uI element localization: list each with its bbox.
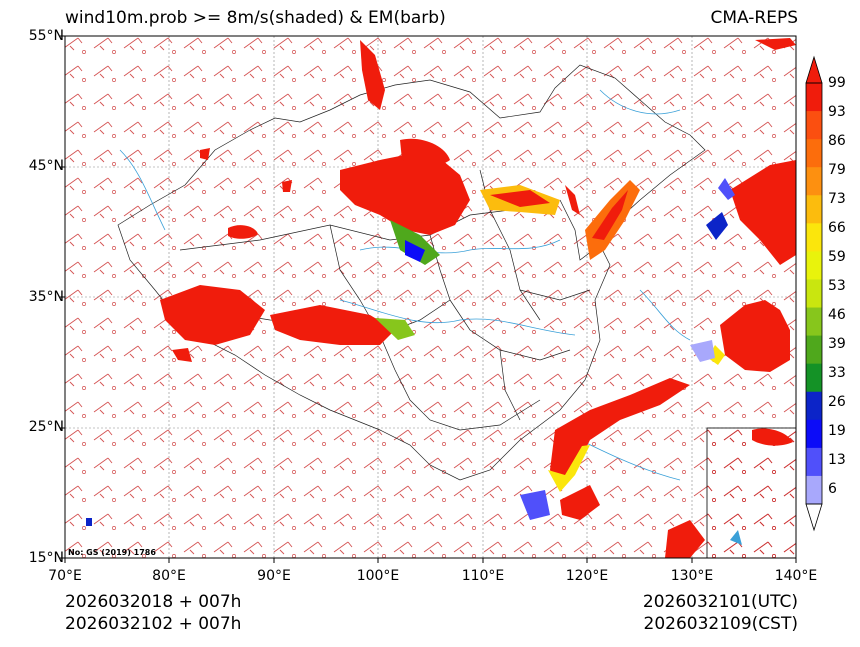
lon-label-120e: 120°E bbox=[565, 568, 609, 584]
colorbar-label-13: 13 bbox=[828, 452, 846, 468]
lon-label-80e: 80°E bbox=[152, 568, 186, 584]
probability-shading bbox=[86, 38, 796, 558]
colorbar-label-53: 53 bbox=[828, 278, 846, 294]
model-name: CMA-REPS bbox=[710, 8, 798, 28]
init-time-cst: 2026032102 + 007h bbox=[65, 614, 242, 634]
colorbar-label-66: 66 bbox=[828, 220, 846, 236]
map-license: No: GS (2019) 1786 bbox=[68, 548, 156, 557]
lat-label-55n: 55°N bbox=[28, 28, 64, 44]
colorbar-label-73: 73 bbox=[828, 191, 846, 207]
lat-label-15n: 15°N bbox=[28, 550, 64, 566]
colorbar-label-59: 59 bbox=[828, 249, 846, 265]
colorbar-label-99: 99 bbox=[828, 75, 846, 91]
colorbar-segment bbox=[806, 139, 822, 168]
lon-label-100e: 100°E bbox=[356, 568, 400, 584]
colorbar-segment bbox=[806, 307, 822, 337]
colorbar-label-79: 79 bbox=[828, 162, 846, 178]
colorbar-segment bbox=[806, 223, 822, 252]
lat-label-25n: 25°N bbox=[28, 419, 64, 435]
valid-time-cst: 2026032109(CST) bbox=[643, 614, 798, 634]
map-area bbox=[65, 36, 796, 558]
colorbar-segment bbox=[806, 195, 822, 224]
colorbar bbox=[805, 55, 823, 532]
colorbar-segment bbox=[806, 391, 822, 421]
colorbar-segment bbox=[806, 447, 822, 477]
colorbar-segment bbox=[806, 251, 822, 280]
init-time-utc: 2026032018 + 007h bbox=[65, 592, 242, 612]
valid-time-utc: 2026032101(UTC) bbox=[642, 592, 798, 612]
colorbar-label-86: 86 bbox=[828, 133, 846, 149]
colorbar-label-39: 39 bbox=[828, 336, 846, 352]
colorbar-label-26: 26 bbox=[828, 394, 846, 410]
colorbar-label-19: 19 bbox=[828, 423, 846, 439]
axis-ticks bbox=[60, 35, 797, 563]
colorbar-segment bbox=[806, 363, 822, 393]
colorbar-label-93: 93 bbox=[828, 104, 846, 120]
colorbar-label-6: 6 bbox=[828, 481, 837, 497]
lat-label-35n: 35°N bbox=[28, 289, 64, 305]
rivers bbox=[119, 89, 691, 481]
lat-label-45n: 45°N bbox=[28, 158, 64, 174]
map-title: wind10m.prob >= 8m/s(shaded) & EM(barb) bbox=[65, 8, 446, 28]
lon-label-90e: 90°E bbox=[257, 568, 291, 584]
colorbar-segment bbox=[806, 279, 822, 309]
colorbar-segment bbox=[806, 475, 822, 505]
colorbar-segment bbox=[806, 83, 822, 112]
colorbar-segment bbox=[806, 335, 822, 365]
colorbar-extend-max bbox=[805, 55, 823, 84]
lon-label-140e: 140°E bbox=[774, 568, 818, 584]
colorbar-segment bbox=[806, 111, 822, 140]
colorbar-extend-min bbox=[805, 503, 823, 532]
colorbar-segment bbox=[806, 419, 822, 449]
colorbar-frame bbox=[805, 82, 823, 505]
colorbar-segment bbox=[806, 167, 822, 196]
colorbar-label-33: 33 bbox=[828, 365, 846, 381]
south-china-sea-inset bbox=[706, 427, 796, 558]
lon-label-70e: 70°E bbox=[48, 568, 82, 584]
lon-label-130e: 130°E bbox=[670, 568, 714, 584]
lon-label-110e: 110°E bbox=[461, 568, 505, 584]
colorbar-label-46: 46 bbox=[828, 307, 846, 323]
